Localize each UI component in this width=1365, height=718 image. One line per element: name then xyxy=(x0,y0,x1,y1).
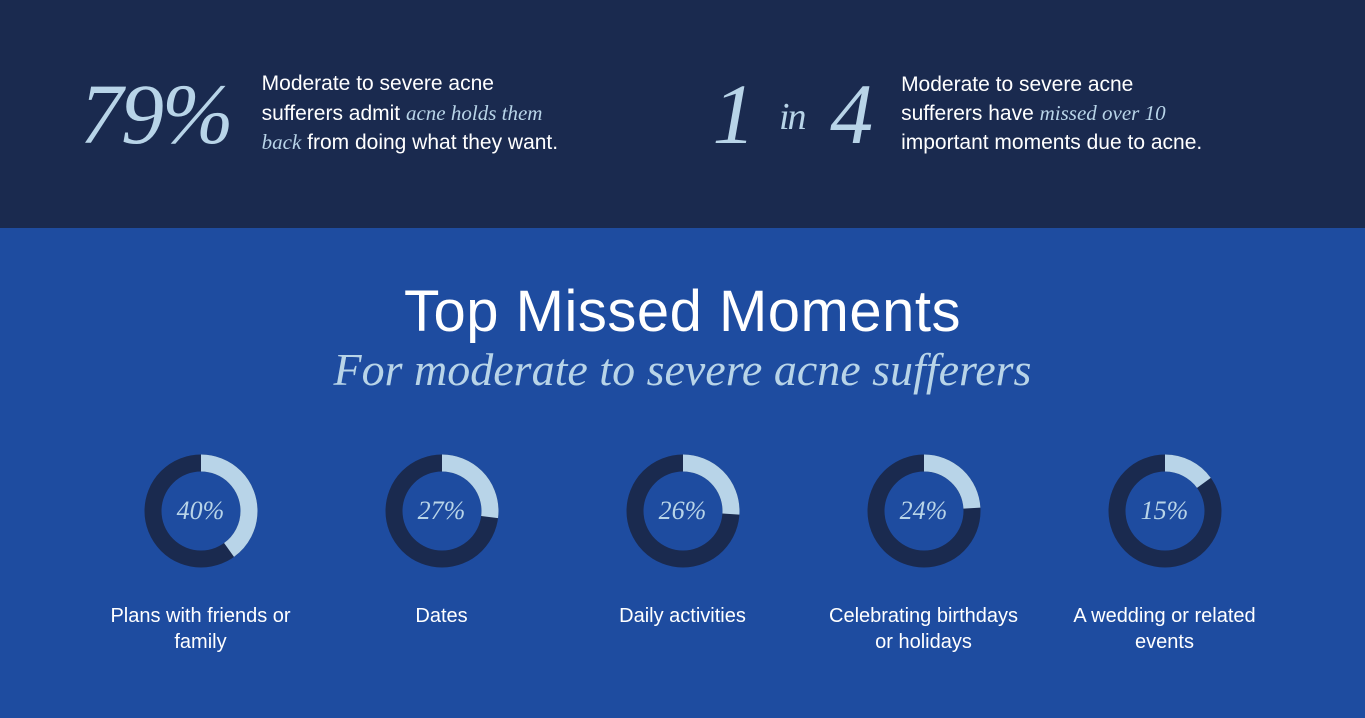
donut-label-1: Dates xyxy=(415,603,467,629)
donut-label-2: Daily activities xyxy=(619,603,746,629)
subtitle: For moderate to severe acne sufferers xyxy=(60,343,1305,396)
stat-desc-0: Moderate to severe acne sufferers admit … xyxy=(262,70,572,157)
donut-chart-1: 27% xyxy=(382,451,502,571)
stat-value-0: 79% xyxy=(80,64,232,164)
bottom-band: Top Missed Moments For moderate to sever… xyxy=(0,228,1365,718)
donut-item-4: 15% A wedding or related events xyxy=(1065,451,1265,655)
donut-item-2: 26% Daily activities xyxy=(583,451,783,655)
donut-chart-0: 40% xyxy=(141,451,261,571)
donut-chart-4: 15% xyxy=(1105,451,1225,571)
donut-item-3: 24% Celebrating birthdays or holidays xyxy=(824,451,1024,655)
donut-label-3: Celebrating birthdays or holidays xyxy=(824,603,1024,655)
donut-pct-0: 40% xyxy=(141,451,261,571)
donut-chart-2: 26% xyxy=(623,451,743,571)
donut-pct-3: 24% xyxy=(864,451,984,571)
stat-block-1: 1 in 4 Moderate to severe acne sufferers… xyxy=(713,64,1306,164)
top-stats-band: 79% Moderate to severe acne sufferers ad… xyxy=(0,0,1365,228)
donut-item-0: 40% Plans with friends or family xyxy=(101,451,301,655)
donut-row: 40% Plans with friends or family 27% Dat… xyxy=(60,451,1305,655)
stat-value-1: 1 in 4 xyxy=(713,64,872,164)
donut-item-1: 27% Dates xyxy=(342,451,542,655)
donut-pct-1: 27% xyxy=(382,451,502,571)
stat-block-0: 79% Moderate to severe acne sufferers ad… xyxy=(80,64,673,164)
donut-label-4: A wedding or related events xyxy=(1065,603,1265,655)
donut-label-0: Plans with friends or family xyxy=(101,603,301,655)
donut-pct-4: 15% xyxy=(1105,451,1225,571)
donut-pct-2: 26% xyxy=(623,451,743,571)
stat-desc-1: Moderate to severe acne sufferers have m… xyxy=(901,71,1211,157)
donut-chart-3: 24% xyxy=(864,451,984,571)
main-title: Top Missed Moments xyxy=(60,278,1305,345)
